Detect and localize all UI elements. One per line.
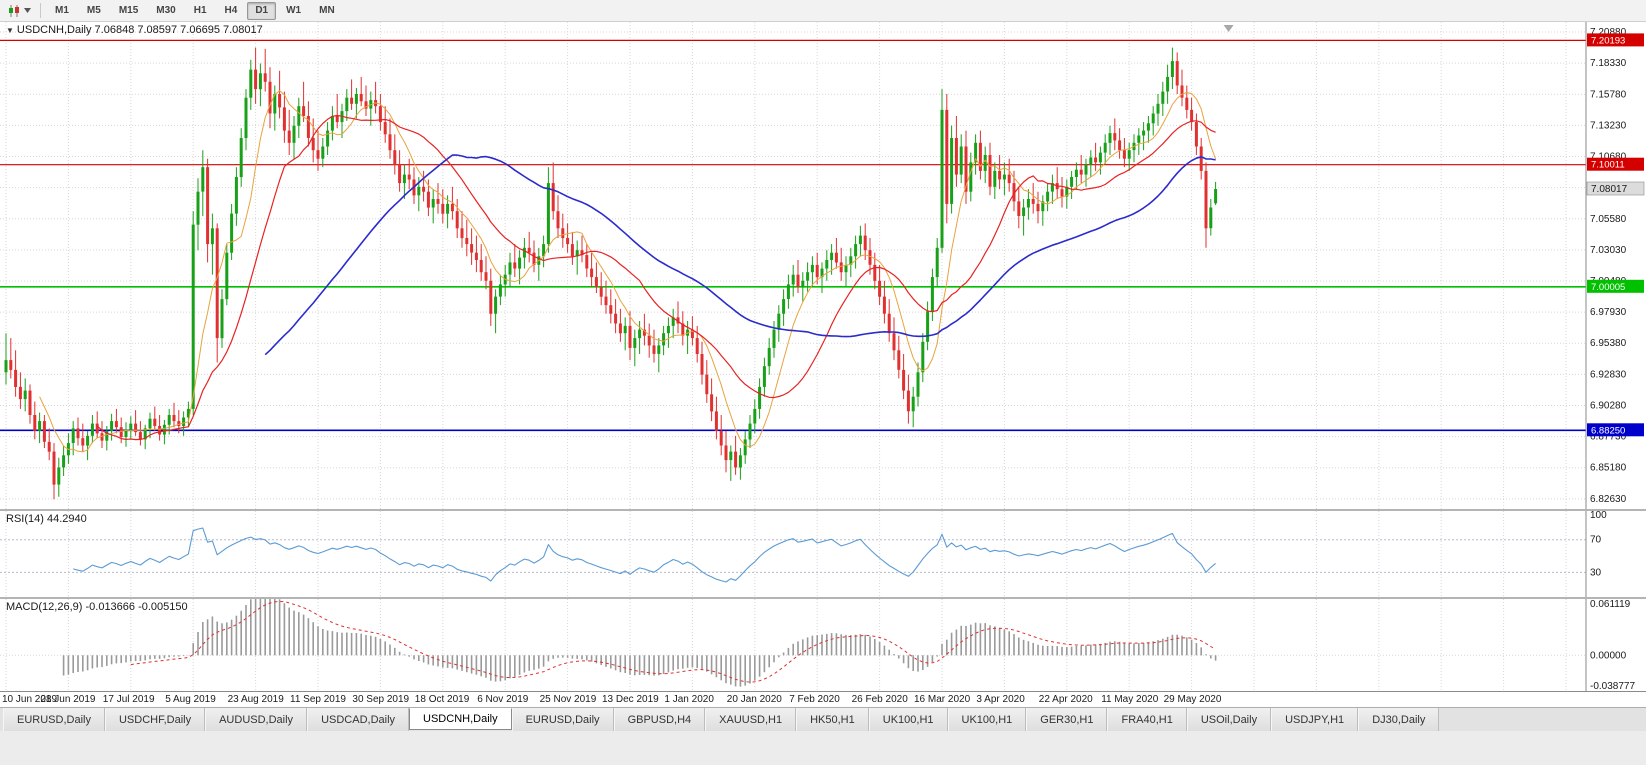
tab-fra40-h1[interactable]: FRA40,H1 [1107,708,1187,731]
price-chart[interactable]: 7.208807.183307.157807.132307.106807.081… [0,22,1646,509]
chart-menu-button[interactable] [4,4,35,18]
timeframe-m5[interactable]: M5 [86,4,101,16]
timeframe-d1[interactable]: D1 [247,1,277,20]
svg-text:0.061119: 0.061119 [1590,599,1631,610]
svg-text:6.87730: 6.87730 [1590,432,1627,443]
svg-text:7.08017: 7.08017 [1591,184,1628,195]
tab-uk100-h1[interactable]: UK100,H1 [868,708,948,731]
time-axis-label: 25 Nov 2019 [539,694,597,705]
time-axis-label: 29 May 2020 [1163,694,1222,705]
timeframe-m1[interactable]: M1 [55,4,69,16]
time-axis-label: 18 Oct 2019 [414,694,470,705]
svg-text:6.90280: 6.90280 [1590,401,1627,412]
main-chart-panel: ▼ USDCNH,Daily 7.06848 7.08597 7.06695 7.… [0,22,1646,511]
svg-text:100: 100 [1590,511,1607,521]
svg-text:7.03030: 7.03030 [1590,245,1627,256]
timeframe-toolbar: M1 M5 M15 M30 H1 H4 D1 W1 MN [0,0,1646,22]
symbol-marker-icon: ▼ [6,26,14,35]
tab-eurusd-daily[interactable]: EURUSD,Daily [511,708,614,731]
time-axis[interactable]: 10 Jun 2019 28 Jun 2019 17 Jul 2019 5 Aug 2… [0,691,1646,707]
chart-title-label: ▼ USDCNH,Daily 7.06848 7.08597 7.06695 7.… [6,24,263,36]
time-axis-label: 20 Jan 2020 [726,694,782,705]
time-axis-label: 16 Mar 2020 [914,694,971,705]
timeframe-h1[interactable]: H1 [193,4,207,16]
svg-text:7.10011: 7.10011 [1591,160,1625,171]
candlestick-chart-icon [9,4,19,17]
time-axis-label: 28 Jun 2019 [40,694,96,705]
tab-dj30-daily[interactable]: DJ30,Daily [1358,708,1440,731]
time-axis-label: 23 Aug 2019 [227,694,284,705]
time-axis-label: 3 Apr 2020 [976,694,1025,705]
svg-text:6.92830: 6.92830 [1590,369,1627,380]
rsi-chart[interactable]: 100 70 30 [0,511,1646,597]
tab-ger30-h1[interactable]: GER30,H1 [1026,708,1108,731]
time-axis-label: 26 Feb 2020 [851,694,908,705]
svg-text:7.13230: 7.13230 [1590,120,1627,131]
svg-text:7.18330: 7.18330 [1590,58,1627,69]
toolbar-separator [40,3,41,18]
rsi-value: 44.2940 [46,513,87,525]
chart-ohlc-readout: 7.06848 7.08597 7.06695 7.08017 [94,24,263,36]
rsi-panel: RSI(14) 44.2940 100 70 30 [0,511,1646,599]
tab-usdcnh-daily[interactable]: USDCNH,Daily [409,708,512,730]
macd-panel: MACD(12,26,9) -0.013666 -0.005150 0.0611… [0,599,1646,691]
time-axis-label: 11 May 2020 [1101,694,1159,705]
chevron-down-icon [24,8,31,13]
tab-uk100-h1[interactable]: UK100,H1 [947,708,1027,731]
svg-text:7.05580: 7.05580 [1590,214,1627,225]
timeframe-m30[interactable]: M30 [156,4,176,16]
svg-text:7.10680: 7.10680 [1590,152,1627,163]
rsi-name: RSI(14) [6,513,44,525]
timeframe-m15[interactable]: M15 [118,4,139,16]
svg-text:6.95380: 6.95380 [1590,338,1627,349]
time-axis-label: 11 Sep 2019 [290,694,346,705]
status-strip [0,731,1646,765]
macd-values: -0.013666 -0.005150 [85,601,188,613]
time-axis-label: 1 Jan 2020 [664,694,714,705]
time-axis-label: 30 Sep 2019 [352,694,410,705]
chart-tabs-bar: EURUSD,Daily USDCHF,Daily AUDUSD,Daily USDC… [0,707,1646,731]
chart-symbol-title: USDCNH,Daily [16,24,92,36]
time-axis-label: 5 Aug 2019 [165,694,216,705]
timeframe-mn[interactable]: MN [319,4,335,16]
tab-gbpusd-h4[interactable]: GBPUSD,H4 [613,708,706,731]
timeframe-h4[interactable]: H4 [224,4,238,16]
tab-usdchf-daily[interactable]: USDCHF,Daily [104,708,206,731]
time-axis-label: 6 Nov 2019 [477,694,529,705]
tab-audusd-daily[interactable]: AUDUSD,Daily [205,708,308,731]
macd-name: MACD(12,26,9) [6,601,83,613]
time-axis-label: 13 Dec 2019 [602,694,659,705]
tab-usdcad-daily[interactable]: USDCAD,Daily [307,708,410,731]
macd-chart[interactable]: 0.061119 0.00000 -0.038777 [0,599,1646,691]
tab-usdjpy-h1[interactable]: USDJPY,H1 [1271,708,1359,731]
svg-text:70: 70 [1590,535,1602,546]
svg-text:7.20880: 7.20880 [1590,27,1627,38]
rsi-label: RSI(14) 44.2940 [6,513,87,525]
tab-eurusd-daily[interactable]: EURUSD,Daily [3,708,105,731]
svg-text:0.00000: 0.00000 [1590,650,1627,661]
svg-text:-0.038777: -0.038777 [1590,681,1635,691]
svg-text:6.82630: 6.82630 [1590,494,1627,505]
svg-text:6.88250: 6.88250 [1591,425,1625,436]
tab-hk50-h1[interactable]: HK50,H1 [796,708,869,731]
time-axis-label: 7 Feb 2020 [789,694,840,705]
svg-text:30: 30 [1590,567,1602,578]
svg-text:7.00005: 7.00005 [1591,282,1625,293]
svg-text:7.20193: 7.20193 [1591,35,1625,46]
svg-text:7.15780: 7.15780 [1590,89,1627,100]
time-axis-label: 10 Jun 2019 [2,694,58,705]
tab-usoil-daily[interactable]: USOil,Daily [1186,708,1272,731]
time-axis-label: 17 Jul 2019 [102,694,155,705]
svg-text:6.97930: 6.97930 [1590,307,1627,318]
tab-xauusd-h1[interactable]: XAUUSD,H1 [705,708,797,731]
time-axis-label: 22 Apr 2020 [1038,694,1093,705]
svg-text:6.85180: 6.85180 [1590,463,1627,474]
timeframe-w1[interactable]: W1 [286,4,302,16]
macd-label: MACD(12,26,9) -0.013666 -0.005150 [6,601,188,613]
